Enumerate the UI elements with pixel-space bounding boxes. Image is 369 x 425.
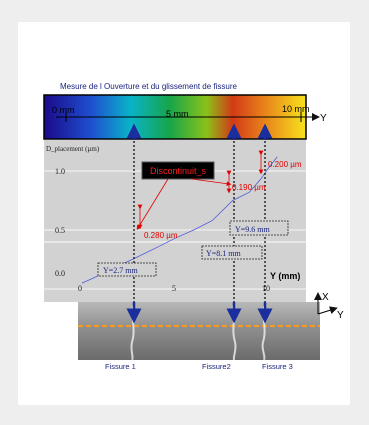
plot-y-label: D_placement (µm) <box>46 145 100 153</box>
y-position-box-1 <box>97 262 157 277</box>
photo-axis-x-label: X <box>322 292 329 303</box>
x-tick-5: 5 <box>172 284 176 293</box>
fissure-2-label: Fissure2 <box>202 362 231 371</box>
photo-axis-y-label: Y <box>337 310 344 321</box>
plot-x-label: Y (mm) <box>270 271 300 281</box>
colorbar-label-0: 0 mm <box>52 105 75 115</box>
y-position-8-1: Y=8.1 mm <box>206 249 242 258</box>
figure-title: Mesure de l Ouverture et du glissement d… <box>60 82 238 91</box>
y-tick-0-5: 0.5 <box>55 226 65 235</box>
fissure-3-label: Fissure 3 <box>262 362 293 371</box>
colorbar-label-5: 5 mm <box>166 109 189 119</box>
crack-photo <box>78 302 320 360</box>
x-tick-0: 0 <box>78 284 82 293</box>
y-position-box-3 <box>229 220 289 236</box>
y-position-box-2 <box>201 245 263 260</box>
discontinuity-pointer-2 <box>191 178 232 187</box>
y-position-9-6: Y=9.6 mm <box>235 225 271 234</box>
photo-y-axis <box>317 306 338 315</box>
jump-annotation-280: 0.280 µm <box>144 231 178 240</box>
discontinuity-pointer-1 <box>136 178 169 231</box>
discontinuities-box <box>141 161 215 180</box>
jump-annotation-190: 0.190 µm <box>232 183 266 192</box>
x-tick-10: 10 <box>262 284 270 293</box>
y-position-2-7: Y=2.7 mm <box>103 266 139 275</box>
colorbar-label-10: 10 mm <box>282 104 310 114</box>
y-tick-0-0: 0.0 <box>55 269 65 278</box>
y-tick-1-0: 1.0 <box>55 167 65 176</box>
fissure-1-label: Fissure 1 <box>105 362 136 371</box>
discontinuities-label: Discontinuit_s <box>150 166 207 176</box>
colorbar-axis-y-label: Y <box>320 113 327 124</box>
jump-annotation-200: 0.200 µm <box>268 160 302 169</box>
